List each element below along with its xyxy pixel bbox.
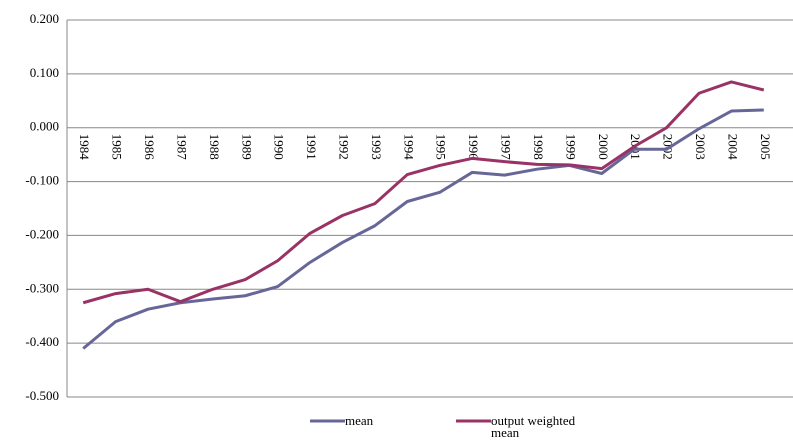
x-tick-label: 2004 [725,134,740,161]
x-tick-label: 1988 [207,134,222,160]
x-tick-label: 1989 [239,134,254,160]
x-tick-label: 1994 [401,134,416,161]
y-tick-label: -0.100 [25,173,59,188]
legend-label: mean [345,413,374,428]
x-tick-label: 1993 [369,134,384,160]
x-tick-label: 1992 [336,134,351,160]
y-tick-label: -0.200 [25,226,59,241]
x-tick-label: 1997 [499,134,514,160]
x-tick-label: 2003 [693,134,708,160]
x-tick-label: 1996 [466,134,481,161]
x-tick-label: 1986 [142,134,157,161]
x-tick-label: 1991 [304,134,319,160]
x-tick-label: 1990 [272,134,287,160]
series-line [82,80,765,305]
x-tick-label: 2000 [596,134,611,160]
y-tick-label: 0.100 [30,65,59,80]
x-tick-label: 1998 [531,134,546,160]
x-tick-label: 1987 [174,134,189,161]
x-tick-label: 1984 [77,134,92,161]
y-tick-label: -0.500 [25,388,59,403]
y-tick-label: 0.000 [30,119,59,134]
y-tick-label: -0.300 [25,280,59,295]
legend-label: output weighted mean [491,413,576,440]
x-tick-label: 1985 [110,134,125,160]
x-tick-label: 1995 [434,134,449,160]
x-tick-label: 2005 [758,134,773,160]
y-tick-label: -0.400 [25,334,59,349]
series-line [82,108,764,350]
x-tick-label: 1999 [563,134,578,160]
y-tick-label: 0.200 [30,11,59,26]
